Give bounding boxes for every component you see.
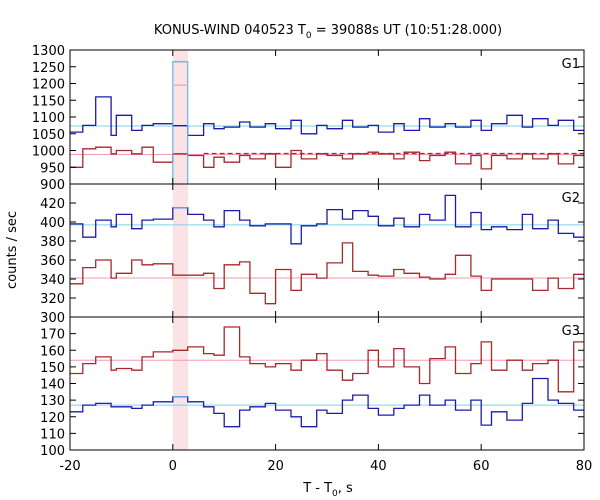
panel-g2-ytick-label-6: 420: [40, 197, 65, 212]
xtick-label-5: 80: [576, 459, 593, 474]
panel-g1-ytick-label-2: 1000: [32, 145, 65, 160]
panel-g1-ytick-label-7: 1250: [32, 61, 65, 76]
chart-title: KONUS-WIND 040523 T0 = 39088s UT (10:51:…: [154, 23, 502, 41]
panel-g3-ytick-label-0: 100: [40, 444, 65, 459]
panel-g3-ytick-label-5: 150: [40, 361, 65, 376]
y-axis-title: counts / sec: [5, 211, 20, 289]
panel-g3-frame: [69, 316, 585, 451]
panel-g2-ytick-label-5: 400: [40, 216, 65, 231]
panel-g3-series-0: [70, 377, 584, 428]
series-layer: [70, 61, 584, 428]
x-axis-title-suffix: , s: [338, 481, 353, 496]
chart-title-subscript: 0: [306, 31, 312, 41]
panel-g3-series-1: [70, 326, 584, 393]
panel-g3-ytick-label-1: 110: [40, 427, 65, 442]
panel-g1-label: G1: [562, 57, 580, 72]
panel-g2-ytick-label-0: 300: [40, 311, 65, 326]
ticks-layer: [69, 49, 585, 451]
chart-title-suffix: = 39088s UT (10:51:28.000): [312, 23, 502, 38]
panel-g2-ytick-label-4: 380: [40, 235, 65, 250]
panel-g2-ytick-label-3: 360: [40, 254, 65, 269]
panel-g1-ytick-label-1: 950: [40, 161, 65, 176]
frames-layer: [69, 49, 585, 451]
panel-g3-ytick-label-7: 170: [40, 328, 65, 343]
x-axis-title: T - T0, s: [302, 481, 353, 499]
panel-g2-label: G2: [562, 191, 580, 206]
panel-g3-ytick-label-2: 120: [40, 411, 65, 426]
xtick-label-3: 40: [370, 459, 387, 474]
panel-g1-ytick-label-3: 1050: [32, 128, 65, 143]
panel-g2-frame: [69, 183, 585, 318]
panel-g1-ytick-label-4: 1100: [32, 111, 65, 126]
panel-g1-ytick-label-0: 900: [40, 178, 65, 193]
xtick-label-0: -20: [59, 459, 80, 474]
panel-g3-ytick-label-6: 160: [40, 344, 65, 359]
panel-g2-series-1: [70, 242, 584, 305]
panel-g1-ytick-label-6: 1200: [32, 78, 65, 93]
highlight-layer: [172, 50, 188, 450]
panel-g2-series-0: [70, 194, 584, 245]
panel-g3-label: G3: [562, 324, 580, 339]
xtick-label-4: 60: [473, 459, 490, 474]
panel-g1-burst-bin: [172, 61, 189, 184]
panel-g3-ytick-label-4: 140: [40, 378, 65, 393]
panel-g1-ytick-label-5: 1150: [32, 94, 65, 109]
chart-title-prefix: KONUS-WIND 040523 T: [154, 23, 306, 38]
burst-interval-highlight: [172, 50, 188, 450]
xtick-label-1: 0: [169, 459, 177, 474]
panel-g2-ytick-label-1: 320: [40, 292, 65, 307]
xtick-label-2: 20: [267, 459, 284, 474]
panel-g1-series-0: [70, 96, 584, 137]
panel-g1-series-1: [70, 146, 584, 170]
x-axis-title-prefix: T - T: [302, 481, 332, 496]
labels-layer: 9009501000105011001150120012501300G13003…: [32, 44, 592, 474]
x-axis-title-subscript: 0: [332, 489, 338, 499]
panel-g2-ytick-label-2: 340: [40, 273, 65, 288]
panel-g1-ytick-label-8: 1300: [32, 44, 65, 59]
panel-g3-ytick-label-3: 130: [40, 394, 65, 409]
